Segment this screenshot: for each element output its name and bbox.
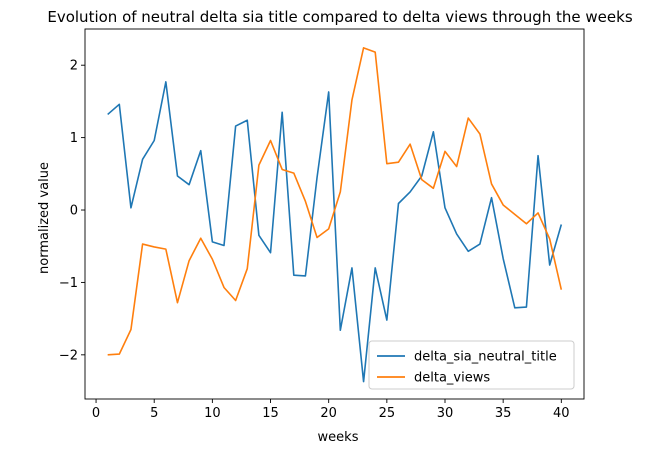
plot-frame [84, 28, 585, 400]
x-tick-label: 40 [553, 406, 570, 421]
x-tick-label: 20 [320, 406, 337, 421]
x-axis-label: weeks [318, 430, 359, 445]
y-axis-label: normalized value [37, 162, 52, 274]
y-tick-label: 2 [70, 59, 78, 74]
x-tick-label: 0 [92, 406, 100, 421]
y-tick-label: −2 [59, 348, 78, 363]
x-tick-label: 10 [204, 406, 221, 421]
series-line-delta_views [107, 47, 563, 356]
x-tick-label: 5 [150, 406, 158, 421]
series-line-delta_sia_neutral_title [107, 81, 563, 383]
x-tick-label: 15 [262, 406, 279, 421]
y-tick-label: 0 [70, 204, 78, 219]
plot-area: 0 5 10 15 20 25 30 35 40 −2 −1 0 1 2 delta_sia_neutral… [59, 28, 585, 421]
legend-box [368, 340, 575, 390]
legend-label: delta_sia_neutral_title [414, 350, 557, 365]
chart-title: Evolution of neutral delta sia title com… [47, 8, 632, 26]
y-tick-label: −1 [59, 276, 78, 291]
x-tick-label: 35 [495, 406, 512, 421]
x-tick-label: 30 [437, 406, 454, 421]
x-tick-label: 25 [379, 406, 396, 421]
y-tick-label: 1 [70, 131, 78, 146]
legend-label: delta_views [414, 371, 490, 386]
